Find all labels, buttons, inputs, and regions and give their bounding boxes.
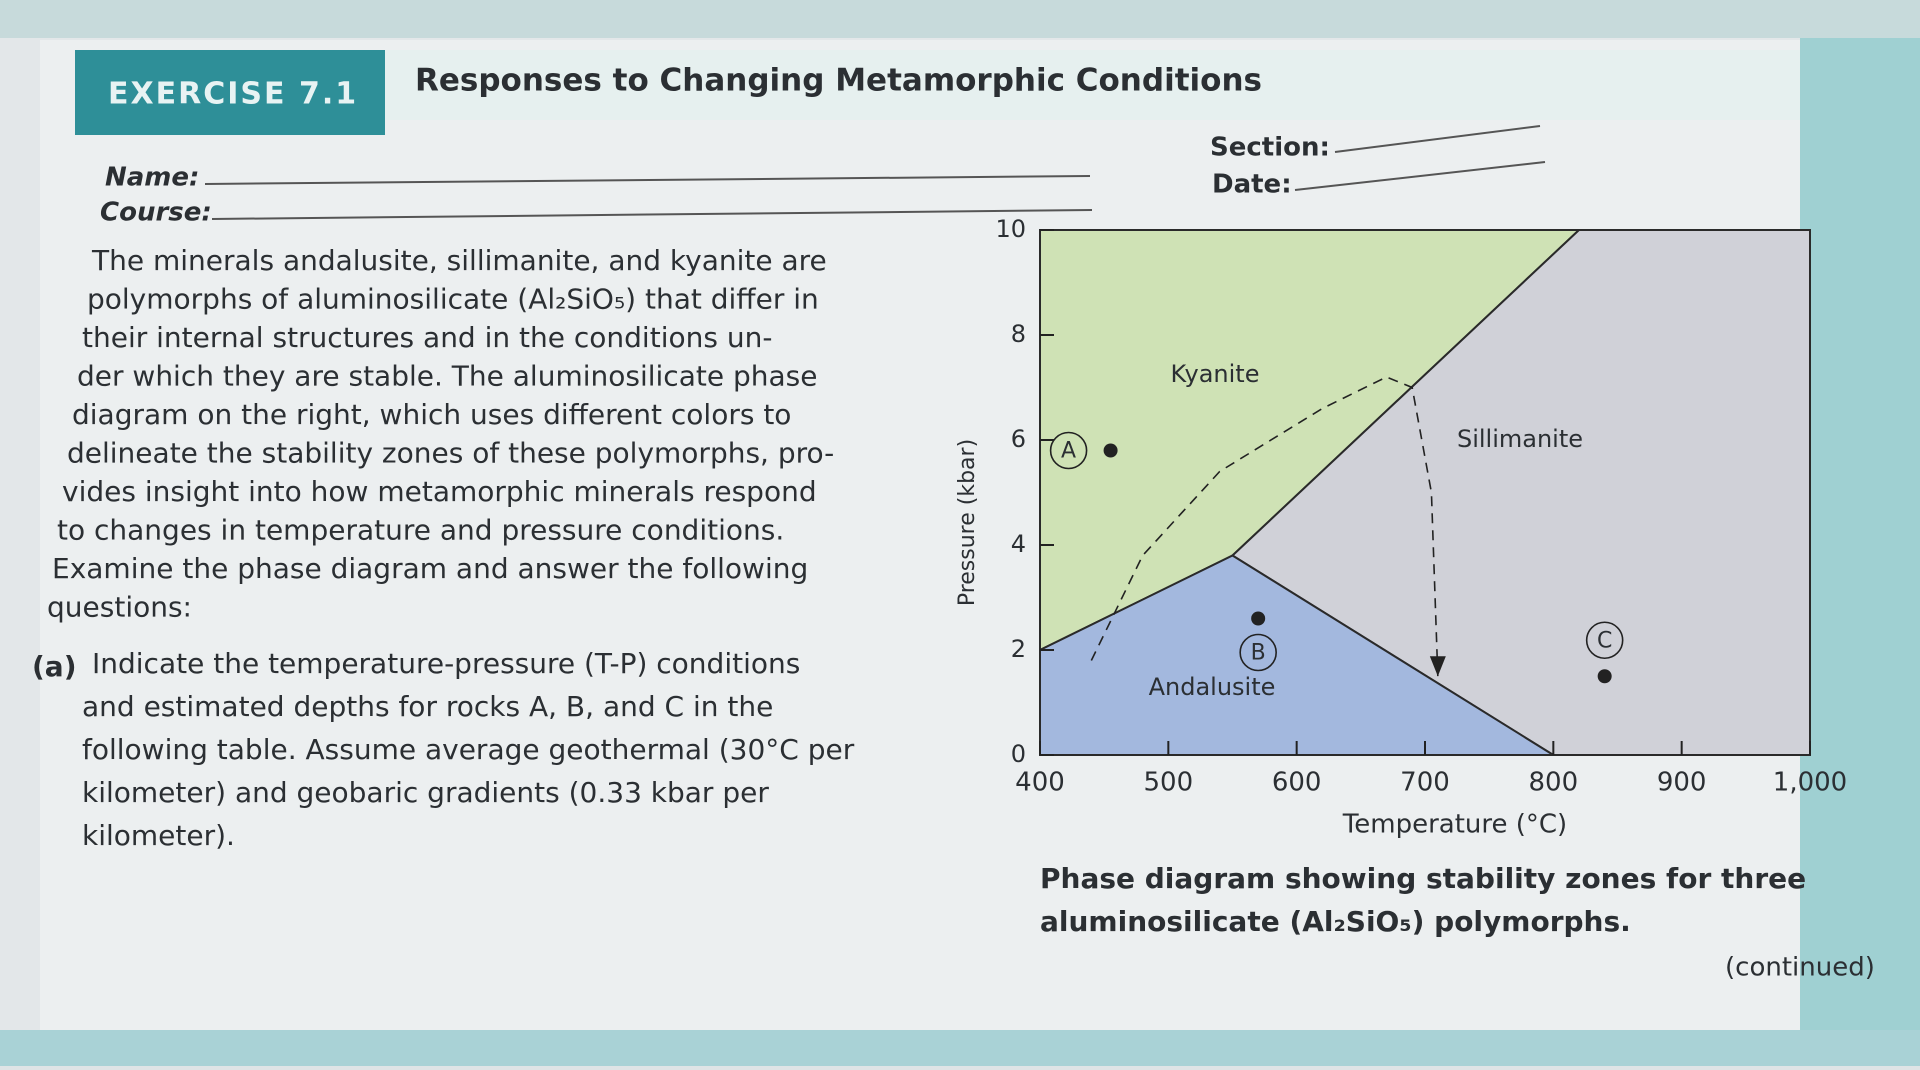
intro-line: questions: xyxy=(47,591,192,624)
section-label: Section: xyxy=(1210,133,1330,163)
question-line: following table. Assume average geotherm… xyxy=(82,733,855,766)
y-axis-label: Pressure (kbar) xyxy=(955,439,980,606)
date-line xyxy=(1294,161,1546,191)
point-label: A xyxy=(1061,439,1076,464)
point-label-ring xyxy=(1585,621,1624,660)
intro-line: their internal structures and in the con… xyxy=(82,321,772,354)
y-tick-label: 4 xyxy=(1011,530,1026,558)
intro-line: to changes in temperature and pressure c… xyxy=(57,514,784,547)
date-label: Date: xyxy=(1212,170,1292,200)
path-arrowhead xyxy=(1429,656,1446,677)
caption-line: Phase diagram showing stability zones fo… xyxy=(1040,862,1806,895)
section-line xyxy=(1334,125,1541,153)
rock-point xyxy=(1597,669,1612,684)
name-line xyxy=(204,175,1091,185)
y-tick-label: 10 xyxy=(995,215,1026,243)
point-label-ring xyxy=(1049,431,1088,470)
x-tick-label: 1,000 xyxy=(1773,768,1847,798)
x-tick-label: 800 xyxy=(1529,768,1579,798)
x-tick-label: 900 xyxy=(1657,768,1707,798)
region-label: Andalusite xyxy=(1149,673,1276,701)
x-tick-label: 400 xyxy=(1015,768,1065,798)
intro-line: The minerals andalusite, sillimanite, an… xyxy=(91,244,827,277)
x-tick-label: 600 xyxy=(1272,768,1322,798)
continued-note: (continued) xyxy=(1725,953,1875,983)
page-top-edge xyxy=(0,0,1920,38)
caption-line: aluminosilicate (Al₂SiO₅) polymorphs. xyxy=(1040,905,1631,938)
intro-line: der which they are stable. The aluminosi… xyxy=(77,360,817,393)
name-label: Name: xyxy=(105,163,199,193)
point-label: C xyxy=(1597,628,1612,653)
rock-point xyxy=(1251,611,1266,626)
exercise-number: EXERCISE 7.1 xyxy=(108,77,358,112)
question-line: kilometer) and geobaric gradients (0.33 … xyxy=(82,776,769,809)
x-tick-label: 700 xyxy=(1400,768,1450,798)
course-line xyxy=(211,209,1093,220)
y-tick-label: 8 xyxy=(1011,320,1026,348)
title-band xyxy=(385,50,1800,120)
intro-line: polymorphs of aluminosilicate (Al₂SiO₅) … xyxy=(87,283,819,316)
x-tick-label: 500 xyxy=(1144,768,1194,798)
question-line: kilometer). xyxy=(82,819,235,852)
point-label: B xyxy=(1251,641,1266,666)
exercise-band xyxy=(75,50,385,135)
point-label-ring xyxy=(1239,633,1277,672)
course-label: Course: xyxy=(100,198,212,228)
question-line: Indicate the temperature-pressure (T-P) … xyxy=(92,647,800,680)
y-tick-label: 0 xyxy=(1011,740,1026,768)
region-label: Kyanite xyxy=(1171,360,1260,388)
region-label: Sillimanite xyxy=(1457,425,1583,453)
x-axis-label: Temperature (°C) xyxy=(1342,810,1567,840)
exercise-title: Responses to Changing Metamorphic Condit… xyxy=(415,63,1262,99)
question-label: (a) xyxy=(32,650,77,683)
intro-line: vides insight into how metamorphic miner… xyxy=(62,475,817,508)
rock-point xyxy=(1103,443,1118,458)
page-bottom-edge xyxy=(0,1030,1920,1066)
page-edge xyxy=(1800,0,1920,1066)
y-tick-label: 6 xyxy=(1011,425,1026,453)
question-line: and estimated depths for rocks A, B, and… xyxy=(82,690,773,723)
intro-line: Examine the phase diagram and answer the… xyxy=(52,552,808,585)
y-tick-label: 2 xyxy=(1011,635,1026,663)
intro-line: diagram on the right, which uses differe… xyxy=(72,398,791,431)
intro-line: delineate the stability zones of these p… xyxy=(67,437,834,470)
